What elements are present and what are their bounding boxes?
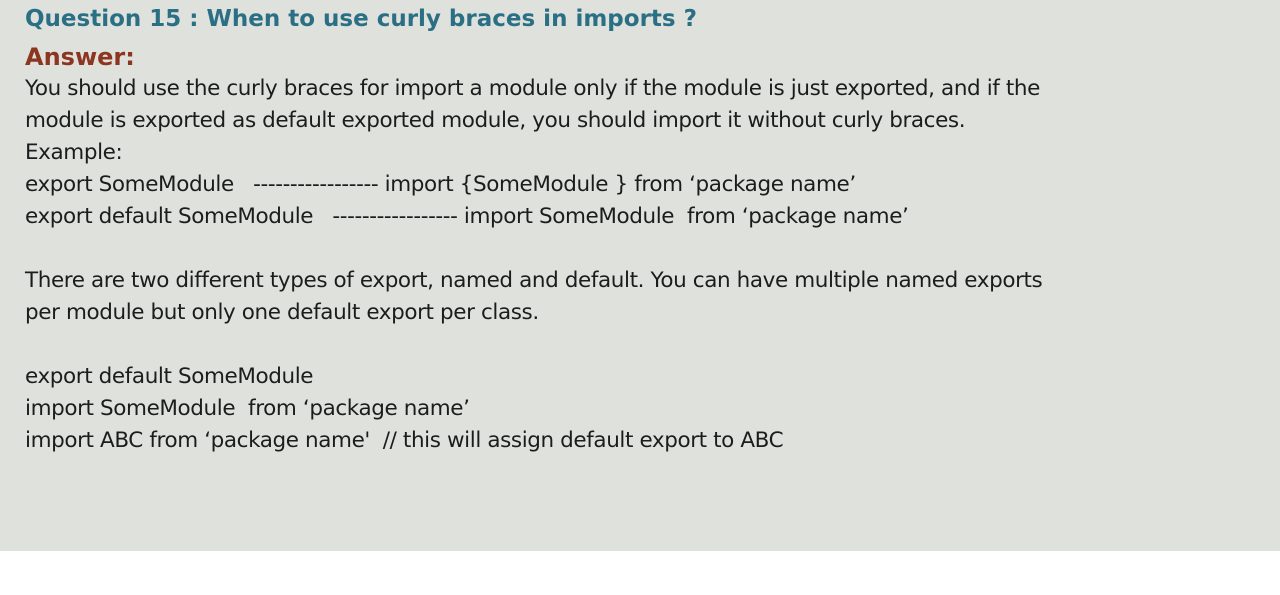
answer-label: Answer: xyxy=(25,43,135,71)
slide-background: Question 15 : When to use curly braces i… xyxy=(0,0,1280,551)
code-line: import ABC from ‘package name' // this w… xyxy=(25,428,784,453)
explanation-text-line: There are two different types of export,… xyxy=(25,268,1043,293)
explanation-text-line: per module but only one default export p… xyxy=(25,300,539,325)
question-title: Question 15 : When to use curly braces i… xyxy=(25,6,697,32)
code-line: export default SomeModule xyxy=(25,364,314,389)
answer-text-line: You should use the curly braces for impo… xyxy=(25,76,1040,101)
code-line: import SomeModule from ‘package name’ xyxy=(25,396,470,421)
example-label: Example: xyxy=(25,140,123,165)
example-named-export-line: export SomeModule ----------------- impo… xyxy=(25,172,856,197)
example-default-export-line: export default SomeModule --------------… xyxy=(25,204,909,229)
answer-text-line: module is exported as default exported m… xyxy=(25,108,966,133)
